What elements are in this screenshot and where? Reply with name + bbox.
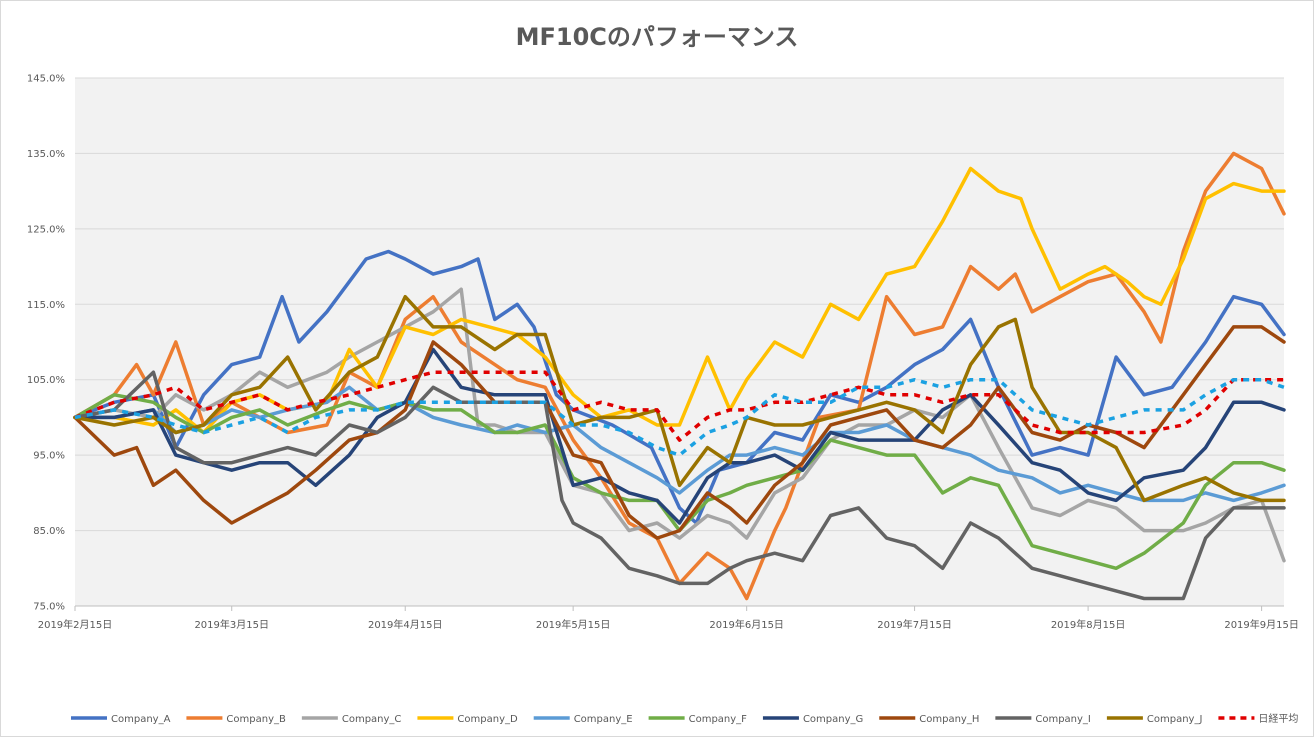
x-tick-label: 2019年9月15日 [1224,618,1299,631]
plot-area [75,78,1284,606]
legend-label: Company_G [803,714,863,725]
legend-label: Company_D [457,714,518,725]
series-line-12 [74,377,1285,457]
legend-label: 日経平均 [1258,712,1298,725]
series-line-8 [73,325,1286,540]
series-line-1 [73,249,1286,525]
series-line-5 [73,385,1286,503]
y-tick-label: 135.0% [27,149,65,160]
y-axis-ticks: 75.0% 85.0% 95.0% 105.0% 115.0% 125.0% 135.0% 1… [27,74,65,613]
x-axis-ticks: 2019年2月15日 2019年3月15日 2019年4月15日 2019年5月15日… [38,606,1299,631]
series-line-10 [73,294,1286,503]
legend-item-10: Company_J [1106,714,1203,725]
legend-label: Company_I [1035,714,1091,725]
legend-item-5: Company_E [533,714,633,725]
x-tick-label: 2019年7月15日 [877,618,952,631]
series-line-9 [73,370,1286,601]
series-line-7 [73,347,1286,525]
x-tick-label: 2019年5月15日 [536,618,611,631]
legend-item-7: Company_G [762,714,863,725]
x-tick-label: 2019年8月15日 [1051,618,1126,631]
legend-item-2: Company_B [186,714,286,725]
legend-label: Company_H [919,714,979,725]
legend-label: Company_E [574,714,633,725]
y-tick-label: 105.0% [27,375,65,386]
series-line-11 [74,370,1284,442]
legend-item-6: Company_F [648,714,748,725]
y-tick-label: 125.0% [27,224,65,235]
legend-item-1: Company_A [71,714,171,725]
legend-item-11: 日経平均 [1218,712,1298,725]
legend: Company_A Company_B Company_C Company_D Comp… [71,712,1298,725]
legend-label: Company_J [1147,714,1203,725]
series-lines [73,151,1286,601]
x-tick-label: 2019年2月15日 [38,618,113,631]
legend-item-8: Company_H [879,714,979,725]
x-tick-label: 2019年4月15日 [368,618,443,631]
legend-label: Company_A [111,714,171,725]
legend-item-4: Company_D [417,714,518,725]
y-tick-label: 145.0% [27,74,65,85]
legend-label: Company_C [342,714,402,725]
legend-item-3: Company_C [301,714,402,725]
series-line-2 [73,151,1286,601]
series-line-6 [73,393,1286,571]
legend-item-9: Company_I [995,714,1091,725]
y-tick-label: 75.0% [33,602,65,613]
y-tick-label: 115.0% [27,300,65,311]
legend-label: Company_F [689,714,748,725]
legend-label: Company_B [226,714,286,725]
x-tick-label: 2019年6月15日 [709,618,784,631]
y-tick-label: 85.0% [33,526,65,537]
chart-title: MF10Cのパフォーマンス [515,23,799,51]
y-tick-label: 95.0% [33,451,65,462]
x-tick-label: 2019年3月15日 [194,618,269,631]
